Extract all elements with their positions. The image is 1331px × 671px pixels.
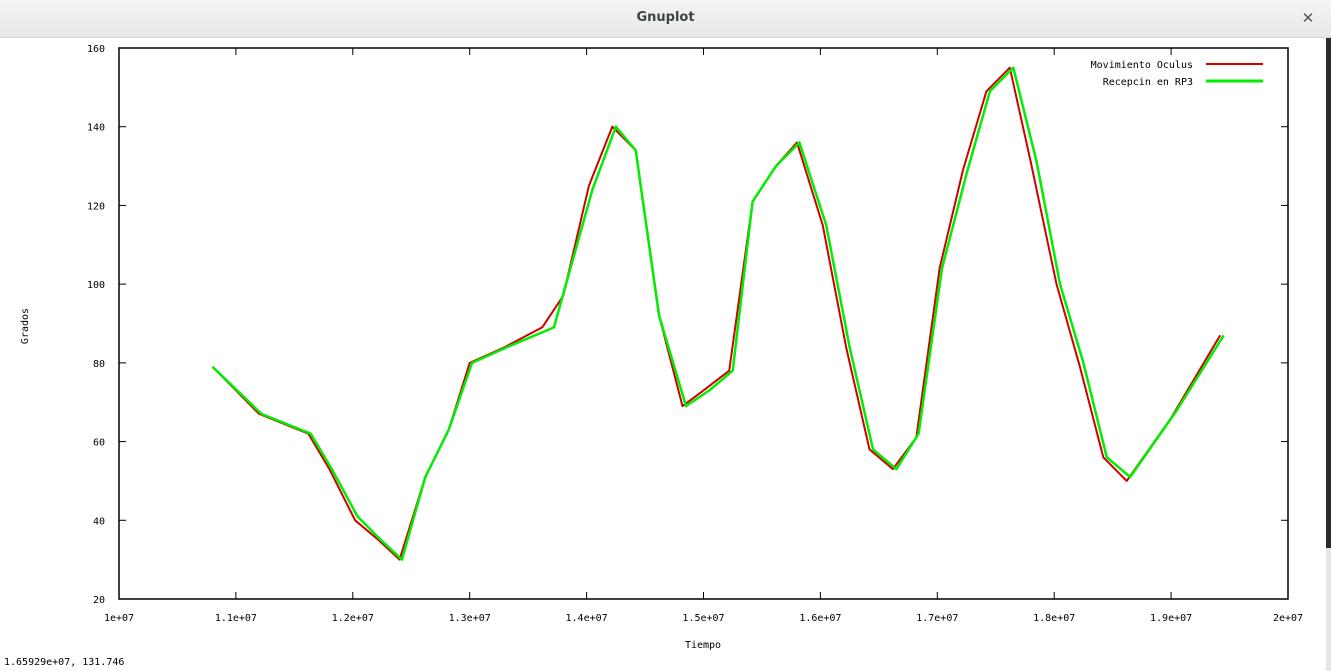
series-group bbox=[211, 66, 1225, 561]
series-line-1 bbox=[211, 66, 1222, 561]
y-tick-label: 60 bbox=[93, 438, 105, 449]
background-window-edge-lower bbox=[1326, 548, 1331, 671]
window-titlebar: Gnuplot ✕ bbox=[0, 0, 1331, 38]
close-icon[interactable]: ✕ bbox=[1301, 9, 1315, 27]
x-tick-label: 1.9e+07 bbox=[1150, 613, 1192, 624]
y-axis-label: Grados bbox=[20, 308, 31, 344]
plot-area[interactable]: 1e+07 1.1e+07 1.2e+07 1.3e+07 1.4e+07 1.5e+07… bbox=[0, 38, 1326, 658]
legend-label-2: Recepcin en RP3 bbox=[1103, 77, 1193, 88]
plot-frame bbox=[118, 47, 1289, 600]
y-tick-label: 120 bbox=[87, 201, 105, 212]
mouse-coordinates: 1.65929e+07, 131.746 bbox=[4, 657, 125, 668]
y-tick-label: 80 bbox=[93, 359, 105, 370]
y-tick-label: 40 bbox=[93, 516, 105, 527]
legend: Movimiento Oculus Recepcin en RP3 bbox=[1091, 60, 1263, 88]
x-tick-label: 1.2e+07 bbox=[332, 613, 374, 624]
x-tick-label: 1.5e+07 bbox=[682, 613, 724, 624]
background-window-edge bbox=[1326, 38, 1331, 548]
series-line-2 bbox=[211, 66, 1225, 561]
x-tick-label: 1.6e+07 bbox=[799, 613, 841, 624]
x-axis-label: Tiempo bbox=[685, 640, 721, 651]
y-tick-label: 140 bbox=[87, 123, 105, 134]
x-tick-label: 1.1e+07 bbox=[215, 613, 257, 624]
y-tick-label: 100 bbox=[87, 280, 105, 291]
x-tick-label: 1.3e+07 bbox=[449, 613, 491, 624]
x-tick-label: 2e+07 bbox=[1273, 613, 1303, 624]
legend-label-1: Movimiento Oculus bbox=[1091, 60, 1193, 71]
y-axis-ticks: 20 40 60 80 100 120 140 160 bbox=[87, 44, 1288, 606]
x-tick-label: 1.7e+07 bbox=[916, 613, 958, 624]
x-tick-label: 1e+07 bbox=[104, 613, 134, 624]
y-tick-label: 20 bbox=[93, 595, 105, 606]
status-bar: 1.65929e+07, 131.746 bbox=[0, 656, 1326, 671]
x-tick-label: 1.4e+07 bbox=[566, 613, 608, 624]
window-title: Gnuplot bbox=[636, 10, 695, 25]
y-tick-label: 160 bbox=[87, 44, 105, 55]
x-tick-label: 1.8e+07 bbox=[1033, 613, 1075, 624]
x-axis-ticks: 1e+07 1.1e+07 1.2e+07 1.3e+07 1.4e+07 1.5e+07… bbox=[104, 48, 1303, 624]
line-chart: 1e+07 1.1e+07 1.2e+07 1.3e+07 1.4e+07 1.5e+07… bbox=[20, 44, 1303, 651]
